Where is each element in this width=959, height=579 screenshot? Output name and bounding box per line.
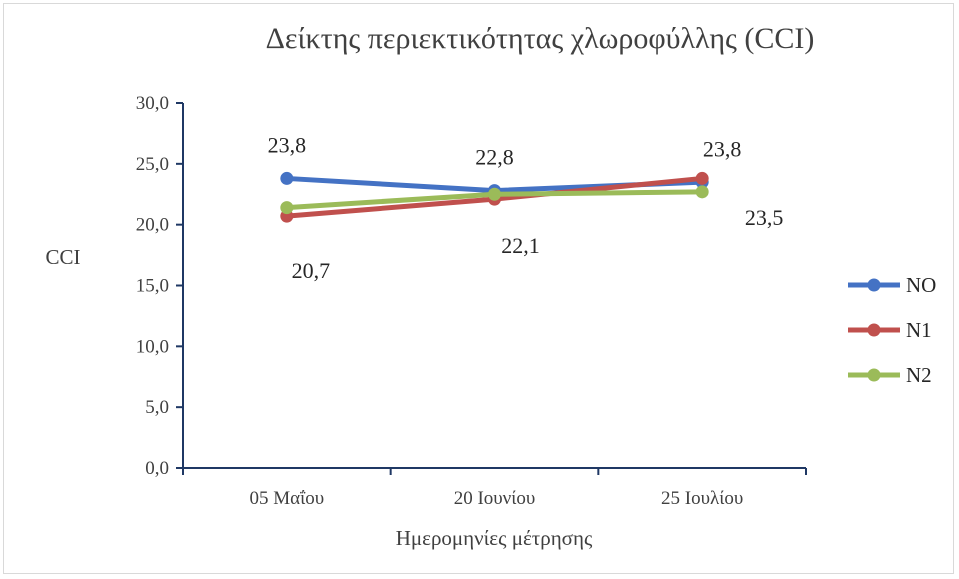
legend-label: N2 (906, 363, 932, 387)
x-axis-title: Ημερομηνίες μέτρησης (396, 526, 593, 550)
y-tick-label: 20,0 (136, 215, 169, 236)
y-tick-label: 30,0 (136, 93, 169, 114)
legend: NO N1 N2 (848, 273, 936, 387)
legend-marker (867, 368, 881, 382)
data-point (488, 187, 501, 201)
x-tick-label: 25 Ιουλίου (661, 488, 743, 509)
data-point (695, 185, 709, 199)
legend-marker (867, 278, 881, 292)
data-label: 22,8 (475, 145, 514, 170)
legend-item-n1: N1 (848, 318, 932, 342)
data-label: 23,8 (268, 132, 307, 157)
data-label: 22,1 (501, 233, 540, 258)
legend-label: N1 (906, 318, 932, 342)
data-label: 23,8 (703, 136, 742, 161)
y-tick-label: 5,0 (145, 397, 169, 418)
data-point (695, 171, 709, 185)
legend-item-no: NO (848, 273, 936, 297)
x-axis: 05 Μαΐου 20 Ιουνίου 25 Ιουλίου (182, 467, 807, 509)
data-point (280, 171, 294, 185)
legend-item-n2: N2 (848, 363, 932, 387)
y-tick-label: 10,0 (136, 336, 169, 357)
series-n2 (280, 185, 709, 215)
y-tick-label: 15,0 (136, 276, 169, 297)
data-labels: 23,8 22,8 23,5 20,7 22,1 23,8 (268, 132, 784, 283)
legend-marker (867, 323, 881, 337)
x-tick-label: 05 Μαΐου (250, 488, 325, 509)
data-label: 20,7 (292, 258, 331, 283)
y-tick-label: 25,0 (136, 154, 169, 175)
y-axis-title: CCI (45, 245, 80, 269)
y-tick-label: 0,0 (145, 458, 169, 479)
legend-label: NO (906, 273, 936, 297)
data-point (280, 201, 294, 215)
x-tick-label: 20 Ιουνίου (454, 488, 536, 509)
chart-frame (3, 3, 954, 574)
chart-title: Δείκτης περιεκτικότητας χλωροφύλλης (CCI… (266, 22, 815, 55)
y-axis: 0,0 5,0 10,0 15,0 20,0 25,0 30,0 (136, 93, 184, 479)
data-label: 23,5 (745, 205, 784, 230)
series-lines (280, 171, 709, 223)
